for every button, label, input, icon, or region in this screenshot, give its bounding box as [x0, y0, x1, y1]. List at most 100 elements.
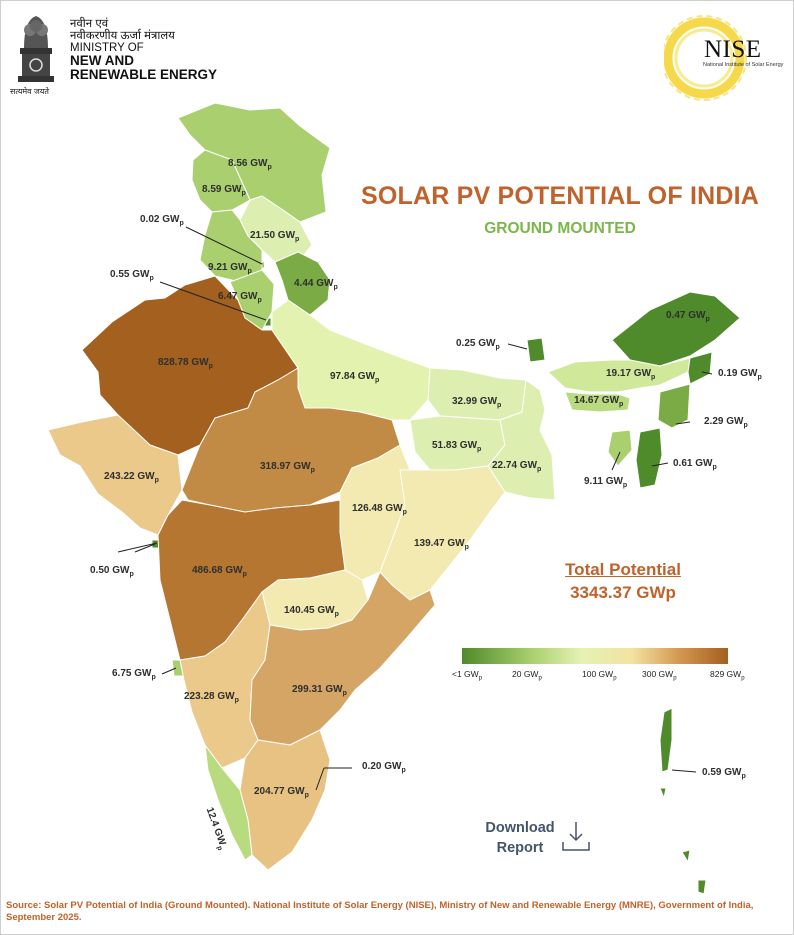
ministry-hindi-line2: नवीकरणीय ऊर्जा मंत्रालय — [70, 30, 175, 42]
unit-subscript: p — [129, 571, 134, 578]
unit-subscript: p — [478, 675, 483, 682]
emblem-motto: सत्यमेव जयते — [10, 87, 49, 96]
page-title: SOLAR PV POTENTIAL OF INDIA — [360, 182, 759, 210]
unit-subscript: p — [495, 344, 500, 351]
total-potential-label: Total Potential — [565, 560, 681, 579]
nise-logo-icon — [664, 15, 747, 101]
region-meghalaya — [564, 391, 631, 413]
total-potential-value: 3343.37 GWp — [570, 583, 676, 602]
unit-subscript: p — [622, 482, 628, 489]
unit-subscript: p — [247, 268, 252, 275]
leader-lines — [117, 226, 713, 791]
download-icon[interactable] — [560, 820, 592, 852]
label-maharashtra: 486.68 GWp — [192, 565, 247, 578]
unit-subscript: p — [651, 374, 656, 381]
unit-subscript: p — [401, 767, 406, 774]
unit-subscript: p — [757, 374, 762, 381]
region-mizoram — [635, 427, 663, 489]
unit-subscript: p — [705, 316, 710, 323]
label-manipur: 2.29 GWp — [704, 416, 748, 429]
download-line2: Report — [496, 840, 544, 856]
label-arunachal: 0.47 GWp — [666, 310, 710, 323]
region-odisha — [379, 465, 506, 601]
label-karnataka: 223.28 GWp — [184, 691, 239, 704]
ministry-line2: NEW AND — [70, 53, 134, 68]
source-note: Source: Solar PV Potential of India (Gro… — [6, 900, 754, 923]
unit-subscript: p — [712, 464, 717, 471]
unit-subscript: p — [154, 477, 159, 484]
label-nagaland: 0.19 GWp — [718, 368, 762, 381]
region-uttarakhand — [274, 251, 331, 316]
legend-label-max: 829 GWp — [710, 669, 745, 682]
label-chandigarh: 0.02 GWp — [140, 214, 184, 227]
unit-subscript: p — [497, 402, 502, 409]
label-west-bengal: 22.74 GWp — [492, 460, 542, 473]
unit-subscript: p — [241, 190, 246, 197]
unit-subscript: p — [402, 509, 407, 516]
label-madhya-pradesh: 318.97 GWp — [260, 461, 315, 474]
label-haryana: 6.47 GWp — [218, 291, 262, 304]
label-andaman-nicobar: 0.59 GWp — [702, 767, 746, 780]
legend-label-100: 100 GWp — [582, 669, 617, 682]
label-meghalaya: 14.67 GWp — [574, 395, 624, 408]
region-sikkim — [526, 337, 546, 363]
label-odisha: 139.47 GWp — [414, 538, 469, 551]
unit-subscript: p — [673, 675, 677, 682]
region-tamil-nadu — [239, 729, 331, 871]
label-rajasthan: 828.78 GWp — [158, 357, 213, 370]
ministry-hindi-line1: नवीन एवं — [70, 18, 109, 30]
label-himachal: 21.50 GWp — [250, 230, 300, 243]
unit-subscript: p — [743, 422, 748, 429]
unit-subscript: p — [334, 611, 339, 618]
unit-subscript: p — [613, 675, 617, 682]
legend-label-300: 300 GWp — [642, 669, 677, 682]
label-jharkhand: 51.83 GWp — [432, 440, 482, 453]
unit-subscript: p — [151, 674, 156, 681]
ministry-line1: MINISTRY OF — [70, 42, 144, 54]
label-bihar: 32.99 GWp — [452, 396, 502, 409]
region-manipur — [657, 383, 691, 429]
unit-subscript: p — [234, 697, 239, 704]
label-chhattisgarh: 126.48 GWp — [352, 503, 407, 516]
region-nagaland — [687, 351, 713, 385]
unit-subscript: p — [295, 236, 300, 243]
unit-subscript: p — [179, 220, 184, 227]
region-tripura — [607, 429, 633, 467]
label-daman-diu: 0.50 GWp — [90, 565, 134, 578]
label-delhi: 0.55 GWp — [110, 269, 154, 282]
unit-subscript: p — [464, 544, 469, 551]
unit-subscript: p — [304, 792, 309, 799]
ministry-block: नवीन एवं नवीकरणीय ऊर्जा मंत्रालय MINISTR… — [70, 18, 217, 82]
unit-subscript: p — [741, 675, 745, 682]
unit-subscript: p — [333, 284, 338, 291]
ministry-line3: RENEWABLE ENERGY — [70, 67, 218, 82]
label-telangana: 140.45 GWp — [284, 605, 339, 618]
nise-full-name: National Institute of Solar Energy — [703, 62, 784, 68]
label-uttarakhand: 4.44 GWp — [294, 278, 338, 291]
unit-subscript: p — [375, 377, 380, 384]
region-andhra-pradesh — [249, 571, 436, 746]
unit-subscript: p — [741, 773, 746, 780]
label-jammu-kashmir: 8.59 GWp — [202, 184, 246, 197]
unit-subscript: p — [267, 164, 272, 171]
unit-subscript: p — [149, 275, 154, 282]
label-ladakh: 8.56 GWp — [228, 158, 272, 171]
nise-logo-text: NISE — [704, 36, 762, 63]
download-line1: Download — [485, 820, 555, 836]
unit-subscript: p — [537, 466, 542, 473]
label-andhra-pradesh: 299.31 GWp — [292, 684, 347, 697]
label-mizoram: 0.61 GWp — [673, 458, 717, 471]
label-goa: 6.75 GWp — [112, 668, 156, 681]
label-tamil-nadu: 204.77 GWp — [254, 786, 309, 799]
download-report-button[interactable]: Download Report — [478, 818, 562, 858]
region-bihar — [427, 367, 527, 421]
unit-subscript: p — [257, 297, 262, 304]
unit-subscript: p — [477, 446, 482, 453]
legend-color-bar — [462, 648, 728, 664]
unit-subscript: p — [619, 401, 624, 408]
label-punjab: 9.21 GWp — [208, 262, 252, 275]
unit-subscript: p — [342, 690, 347, 697]
label-tripura: 9.11 GWp — [584, 476, 628, 489]
label-puducherry: 0.20 GWp — [362, 761, 406, 774]
